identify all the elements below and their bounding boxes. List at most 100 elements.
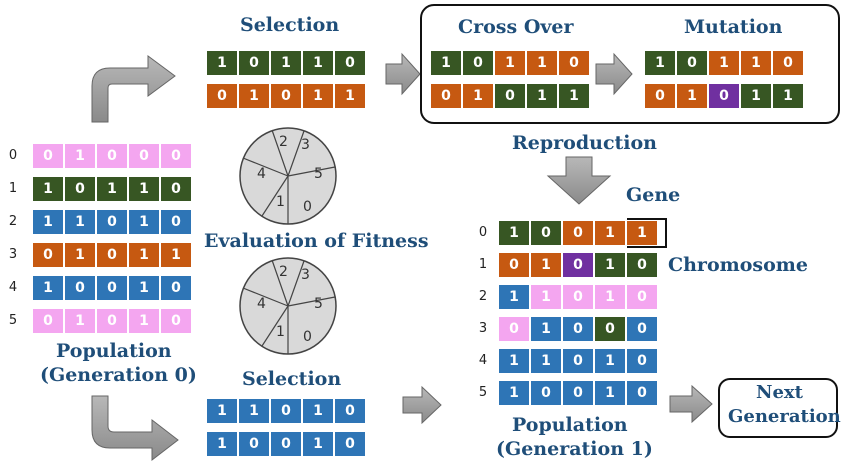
gene-cell: 0 <box>562 220 594 246</box>
gene-cell: 1 <box>430 50 462 76</box>
gene-cell: 0 <box>562 316 594 342</box>
gene-cell: 1 <box>302 50 334 76</box>
gene-cell: 0 <box>626 380 658 406</box>
gene-cell: 0 <box>160 176 192 202</box>
gene-cell: 1 <box>530 284 562 310</box>
gene-cell: 1 <box>334 83 366 109</box>
gene-cell: 1 <box>594 220 626 246</box>
row-index-label: 4 <box>8 280 18 295</box>
gene-cell: 0 <box>430 83 462 109</box>
gene-cell: 0 <box>96 275 128 301</box>
gene-cell: 1 <box>64 209 96 235</box>
evaluation-title: Evaluation of Fitness <box>204 230 429 252</box>
gene-cell: 0 <box>160 308 192 334</box>
gene-cell: 1 <box>302 83 334 109</box>
gene-cell: 1 <box>498 284 530 310</box>
gene-cell: 1 <box>530 252 562 278</box>
gene-cell: 0 <box>530 380 562 406</box>
gene-cell: 0 <box>494 83 526 109</box>
arrow-right-icon <box>595 52 633 96</box>
gene-cell: 1 <box>594 348 626 374</box>
gene-cell: 0 <box>270 398 302 424</box>
gene-cell: 1 <box>128 275 160 301</box>
gene-cell: 0 <box>626 252 658 278</box>
row-index-label: 2 <box>478 289 488 304</box>
gene-cell: 0 <box>206 83 238 109</box>
gene-cell: 0 <box>64 176 96 202</box>
gene-cell: 0 <box>96 308 128 334</box>
gene-cell: 1 <box>32 209 64 235</box>
roulette-wheel-top <box>239 127 337 225</box>
gene-cell: 0 <box>64 275 96 301</box>
gene-cell: 0 <box>128 143 160 169</box>
gene-cell: 0 <box>238 50 270 76</box>
gene-cell: 1 <box>772 83 804 109</box>
gene-cell: 0 <box>644 83 676 109</box>
gene-cell: 0 <box>238 431 270 457</box>
gene-cell: 1 <box>64 143 96 169</box>
crossover-title: Cross Over <box>458 16 574 38</box>
gene-cell: 1 <box>676 83 708 109</box>
gene-cell: 0 <box>562 380 594 406</box>
gene-cell: 0 <box>676 50 708 76</box>
gene-cell: 0 <box>558 50 590 76</box>
gene-cell: 0 <box>498 316 530 342</box>
gene-cell: 0 <box>160 143 192 169</box>
arrow-right-icon <box>402 385 442 425</box>
gene-cell: 1 <box>302 398 334 424</box>
gene-cell: 0 <box>270 431 302 457</box>
row-index-label: 5 <box>478 385 488 400</box>
gene-cell: 0 <box>334 50 366 76</box>
next-generation-box <box>718 378 838 438</box>
gene-cell: 0 <box>626 316 658 342</box>
gene-cell: 1 <box>740 50 772 76</box>
mutation-title: Mutation <box>684 16 783 38</box>
crossover-mutation-box <box>420 4 840 124</box>
gene-cell: 1 <box>206 431 238 457</box>
gene-cell: 0 <box>594 316 626 342</box>
row-index-label: 4 <box>478 353 488 368</box>
bent-arrow-up-icon <box>91 55 176 123</box>
gene-cell: 0 <box>160 275 192 301</box>
gene-cell: 1 <box>526 50 558 76</box>
gene-cell: 1 <box>462 83 494 109</box>
population0-title: Population <box>56 340 172 362</box>
gene-cell: 1 <box>238 398 270 424</box>
gene-cell: 1 <box>206 398 238 424</box>
gene-cell: 1 <box>498 348 530 374</box>
gene-cell: 1 <box>708 50 740 76</box>
population1-subtitle: (Generation 1) <box>496 438 653 460</box>
gene-cell: 1 <box>494 50 526 76</box>
row-index-label: 0 <box>478 225 488 240</box>
selection-title-top: Selection <box>240 14 340 36</box>
gene-cell: 1 <box>740 83 772 109</box>
gene-cell: 0 <box>462 50 494 76</box>
row-index-label: 3 <box>8 247 18 262</box>
chromosome-label: Chromosome <box>668 254 808 276</box>
reproduction-title: Reproduction <box>512 132 657 154</box>
gene-cell: 0 <box>708 83 740 109</box>
gene-cell: 1 <box>594 252 626 278</box>
arrow-right-icon <box>385 52 421 96</box>
gene-cell: 1 <box>128 242 160 268</box>
gene-cell: 1 <box>32 176 64 202</box>
row-index-label: 3 <box>478 321 488 336</box>
gene-cell: 0 <box>626 284 658 310</box>
gene-cell: 0 <box>32 308 64 334</box>
gene-cell: 1 <box>128 308 160 334</box>
gene-cell: 0 <box>96 143 128 169</box>
gene-cell: 1 <box>530 316 562 342</box>
roulette-wheel-bottom <box>239 257 337 355</box>
